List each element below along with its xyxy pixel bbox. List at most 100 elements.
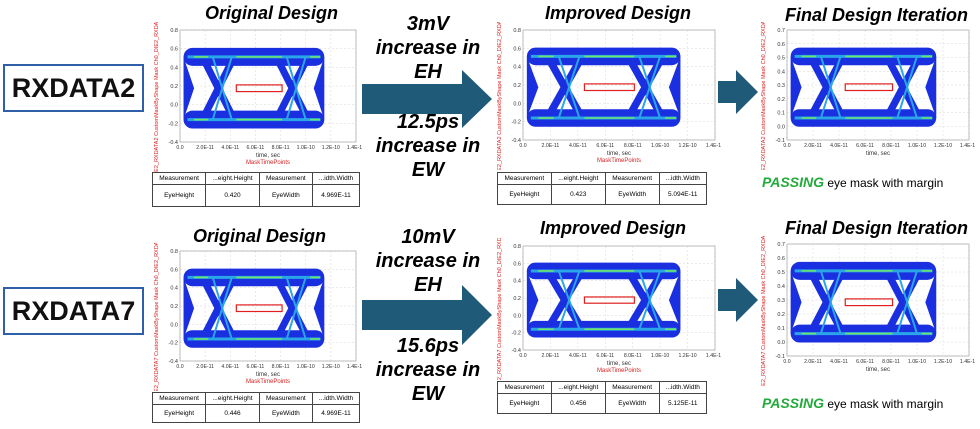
x-tick-label: 1.4E-10 <box>706 353 721 359</box>
eye-density <box>790 261 937 343</box>
y-tick-label: 0.0 <box>513 313 521 319</box>
x-tick-label: 1.2E-10 <box>934 359 952 365</box>
y-tick-label: 0.4 <box>170 65 178 71</box>
x-tick-label: 4.0E-11 <box>221 145 239 151</box>
right-arrow-icon <box>718 70 758 114</box>
eye-mask <box>235 304 283 313</box>
y-tick-label: 0.5 <box>777 270 785 276</box>
y-tick-label: -0.4 <box>512 138 521 144</box>
y-tick-label: -0.4 <box>169 140 178 146</box>
x-tick-label: 8.0E-11 <box>882 359 900 365</box>
eye-density <box>183 268 325 348</box>
eye-plot-svg: 0.80.60.40.20.0-0.2-0.40.0 2.0E-11 4.0E-11… <box>154 22 362 172</box>
x-tick-label: 2.0E-11 <box>804 359 822 365</box>
x-tick-label: 4.0E-11 <box>830 359 848 365</box>
y-tick-label: 0.2 <box>777 97 785 103</box>
eye-density <box>790 47 937 127</box>
eye-diagram-improved-rxdata2: 0.8 0.6 0.4 0.2 0.0 -0.2 -0.4 0.0 2.0E-11 4.0E-11… <box>493 22 721 170</box>
y-tick-label: -0.2 <box>512 331 521 337</box>
eye-mask <box>844 83 894 92</box>
x-tick-label: 0.0 <box>176 364 183 370</box>
x-axis-label-2: MaskTimePoints <box>597 368 641 374</box>
title-original-rxdata7: Original Design <box>193 226 327 246</box>
x-tick-label: 4.0E-11 <box>830 143 848 149</box>
x-tick-label: 1.4E-10 <box>960 143 975 149</box>
measurement-table-original-rxdata2: Measurement ...eight.Height Measurement...… <box>151 172 361 207</box>
y-tick-label: 0.4 <box>513 65 521 71</box>
y-tick-label: 0.3 <box>777 298 785 304</box>
eye-diagram-improved-rxdata7: 0.8 0.6 0.4 0.2 0.0 -0.2 -0.4 0.0 2.0E-11 4.0E-11… <box>493 238 721 380</box>
title-final-rxdata7: Final Design Iteration <box>785 218 969 238</box>
y-tick-label: 0.6 <box>170 47 178 53</box>
y-tick-label: -0.2 <box>169 121 178 127</box>
x-tick-label: 1.4E-10 <box>960 359 975 365</box>
x-axis-label: time, sec <box>866 367 890 373</box>
y-tick-label: 0.3 <box>777 83 785 89</box>
x-tick-label: 8.0E-11 <box>882 143 900 149</box>
x-tick-label: 1.4E-10 <box>706 143 721 149</box>
x-tick-label: 4.0E-11 <box>569 143 587 149</box>
x-tick-label: 1.4E-10 <box>347 364 362 370</box>
x-tick-label: 2.0E-11 <box>804 143 822 149</box>
y-tick-label: 0.4 <box>777 69 785 75</box>
right-arrow-icon <box>718 278 758 322</box>
x-axis-label: time, sec <box>256 153 280 159</box>
y-tick-label: 0.8 <box>513 244 521 250</box>
x-tick-label: 1.2E-10 <box>934 143 952 149</box>
y-axis-label: Ch0_DIE2_RXDATA2 CustomMaskByShape Mask … <box>154 22 160 172</box>
y-axis-label: Ch0_DIE2_RXDATA7 CustomMaskByShape Mask … <box>761 236 767 386</box>
passing-label-rxdata7: PASSING eye mask with margin <box>762 395 944 411</box>
y-tick-label: 0.0 <box>513 101 521 107</box>
eye-density <box>526 262 681 338</box>
x-tick-label: 2.0E-11 <box>542 143 560 149</box>
x-tick-label: 1.0E-10 <box>908 143 926 149</box>
eye-plot-svg: 0.70.60.50.40.30.20.10.0-0.10.0 2.0E-11 4.… <box>761 22 975 170</box>
x-tick-label: 6.0E-11 <box>856 359 874 365</box>
y-tick-label: 0.7 <box>777 242 785 248</box>
x-tick-label: 1.2E-10 <box>678 143 696 149</box>
x-axis-label-2: MaskTimePoints <box>597 158 641 164</box>
eye-diagram-original-rxdata2: 0.8 0.6 0.4 0.2 0.0 -0.2 -0.4 0.0 2.0E-11 4.0E-11… <box>150 22 362 172</box>
y-tick-label: 0.4 <box>513 279 521 285</box>
x-axis-label: time, sec <box>607 361 631 367</box>
y-tick-label: 0.2 <box>170 84 178 90</box>
x-tick-label: 2.0E-11 <box>196 145 214 151</box>
y-tick-label: 0.6 <box>777 256 785 262</box>
x-axis-label: time, sec <box>607 151 631 157</box>
measurement-table-improved-rxdata2: Measurement ...eight.Height Measurement...… <box>497 172 708 205</box>
x-tick-label: 1.0E-10 <box>651 143 669 149</box>
eye-mask <box>583 83 635 92</box>
eye-density <box>526 47 681 127</box>
x-tick-label: 1.0E-10 <box>297 364 315 370</box>
y-tick-label: -0.4 <box>512 348 521 354</box>
eye-plot-svg: 0.80.60.40.20.0-0.2-0.40.0 2.0E-11 4.0E-11… <box>497 238 721 380</box>
y-tick-label: 0.2 <box>513 296 521 302</box>
y-tick-label: 0.8 <box>513 28 521 34</box>
y-tick-label: 0.0 <box>170 103 178 109</box>
x-tick-label: 6.0E-11 <box>596 143 614 149</box>
y-tick-label: 0.8 <box>170 249 178 255</box>
y-axis-label: Ch0_DIE2_RXDATA7 CustomMaskByShape Mask … <box>497 238 503 380</box>
eye-diagram-final-rxdata2: 0.7 0.6 0.5 0.4 0.3 0.2 0.1 0.0 -0.1 0.0 2.0E-11 4.… <box>757 22 975 170</box>
x-tick-label: 8.0E-11 <box>272 145 290 151</box>
y-tick-label: -0.1 <box>776 138 785 144</box>
y-tick-label: 0.2 <box>170 304 178 310</box>
y-tick-label: 0.0 <box>777 340 785 346</box>
y-tick-label: 0.0 <box>170 322 178 328</box>
eye-diagram-final-rxdata7: 0.7 0.6 0.5 0.4 0.3 0.2 0.1 0.0 -0.1 0.0 2.0E-11 4.… <box>757 236 975 386</box>
x-tick-label: 1.2E-10 <box>322 364 340 370</box>
y-tick-label: 0.1 <box>777 111 785 117</box>
x-axis-label: time, sec <box>256 372 280 378</box>
y-tick-label: 0.6 <box>777 42 785 48</box>
x-tick-label: 6.0E-11 <box>596 353 614 359</box>
annotation-ew-rxdata2: 12.5ps increase in EW <box>375 111 481 181</box>
eye-mask <box>583 296 635 304</box>
x-tick-label: 2.0E-11 <box>542 353 560 359</box>
row-label-rxdata2: RXDATA2 <box>3 64 144 112</box>
x-tick-label: 0.0 <box>783 143 790 149</box>
eye-mask <box>844 298 894 307</box>
x-tick-label: 2.0E-11 <box>196 364 214 370</box>
eye-plot-svg: 0.80.60.40.20.0-0.2-0.40.0 2.0E-11 4.0E-11… <box>154 243 362 391</box>
x-tick-label: 1.2E-10 <box>322 145 340 151</box>
annotation-eh-rxdata2: 3mV increase in EH <box>375 13 481 83</box>
